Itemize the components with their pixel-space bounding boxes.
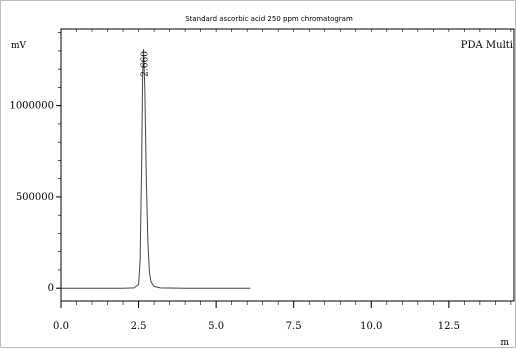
chart-title: Standard ascorbic acid 250 ppm chromatog… (185, 15, 353, 23)
legend-label: PDA Multi (461, 40, 513, 51)
y-axis-label: mV (11, 41, 27, 51)
x-tick-label: 0.0 (53, 321, 69, 332)
x-tick-label: 5.0 (208, 321, 224, 332)
y-tick-label: 1000000 (9, 101, 54, 112)
x-tick-label: 2.5 (131, 321, 147, 332)
y-axis-ticks: 0 500000 1000000 (9, 32, 61, 294)
x-tick-label: 12.5 (438, 321, 460, 332)
x-axis-label: m (500, 338, 509, 348)
x-tick-label: 10.0 (360, 321, 382, 332)
y-tick-label: 0 (48, 283, 54, 294)
chromatogram-trace (61, 49, 251, 289)
x-axis-ticks: 0.0 2.5 5.0 7.5 10.0 12.5 (53, 29, 512, 332)
plot-area-border (60, 28, 515, 302)
y-tick-label: 500000 (16, 192, 54, 203)
x-tick-label: 7.5 (286, 321, 302, 332)
peak-label: 2.660 (141, 51, 151, 77)
